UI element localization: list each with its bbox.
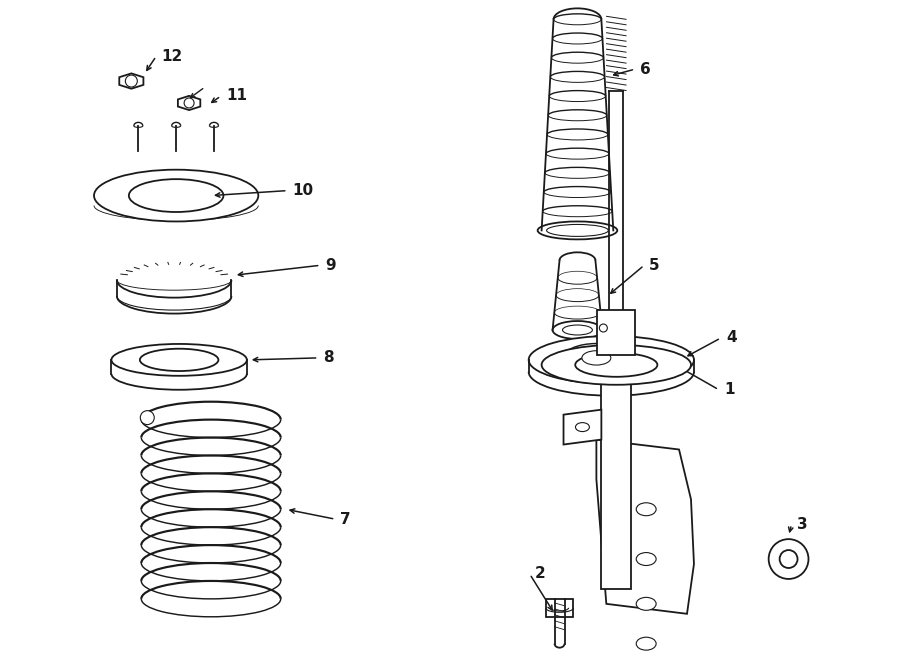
Ellipse shape <box>563 344 629 372</box>
Circle shape <box>779 550 797 568</box>
Ellipse shape <box>636 553 656 566</box>
Bar <box>601 380 631 589</box>
Text: 2: 2 <box>535 566 545 582</box>
Polygon shape <box>120 73 143 89</box>
Ellipse shape <box>575 422 590 432</box>
FancyBboxPatch shape <box>545 599 573 617</box>
Circle shape <box>140 410 154 424</box>
Text: 11: 11 <box>226 89 247 104</box>
Ellipse shape <box>537 221 617 239</box>
Ellipse shape <box>140 349 219 371</box>
Text: 6: 6 <box>640 61 651 77</box>
Ellipse shape <box>562 325 592 335</box>
Text: 8: 8 <box>323 350 334 366</box>
Ellipse shape <box>528 336 694 384</box>
Bar <box>598 310 635 355</box>
Ellipse shape <box>112 344 247 376</box>
Ellipse shape <box>553 321 602 339</box>
Text: 3: 3 <box>796 517 807 531</box>
Ellipse shape <box>129 179 223 212</box>
Circle shape <box>125 75 138 87</box>
Ellipse shape <box>582 351 611 365</box>
Text: 7: 7 <box>340 512 351 527</box>
Circle shape <box>769 539 808 579</box>
Ellipse shape <box>636 598 656 610</box>
Text: 9: 9 <box>326 258 337 273</box>
Circle shape <box>599 324 608 332</box>
Ellipse shape <box>94 170 258 221</box>
Text: 10: 10 <box>292 183 314 198</box>
Circle shape <box>184 98 194 108</box>
Text: 4: 4 <box>725 330 736 346</box>
Ellipse shape <box>636 637 656 650</box>
Polygon shape <box>563 410 601 444</box>
Ellipse shape <box>636 503 656 516</box>
Text: 12: 12 <box>161 49 183 63</box>
Ellipse shape <box>575 353 657 377</box>
Polygon shape <box>597 440 694 614</box>
Ellipse shape <box>546 225 608 237</box>
Text: 5: 5 <box>649 258 660 273</box>
Text: 1: 1 <box>724 382 734 397</box>
Polygon shape <box>178 96 201 110</box>
Ellipse shape <box>542 345 691 385</box>
